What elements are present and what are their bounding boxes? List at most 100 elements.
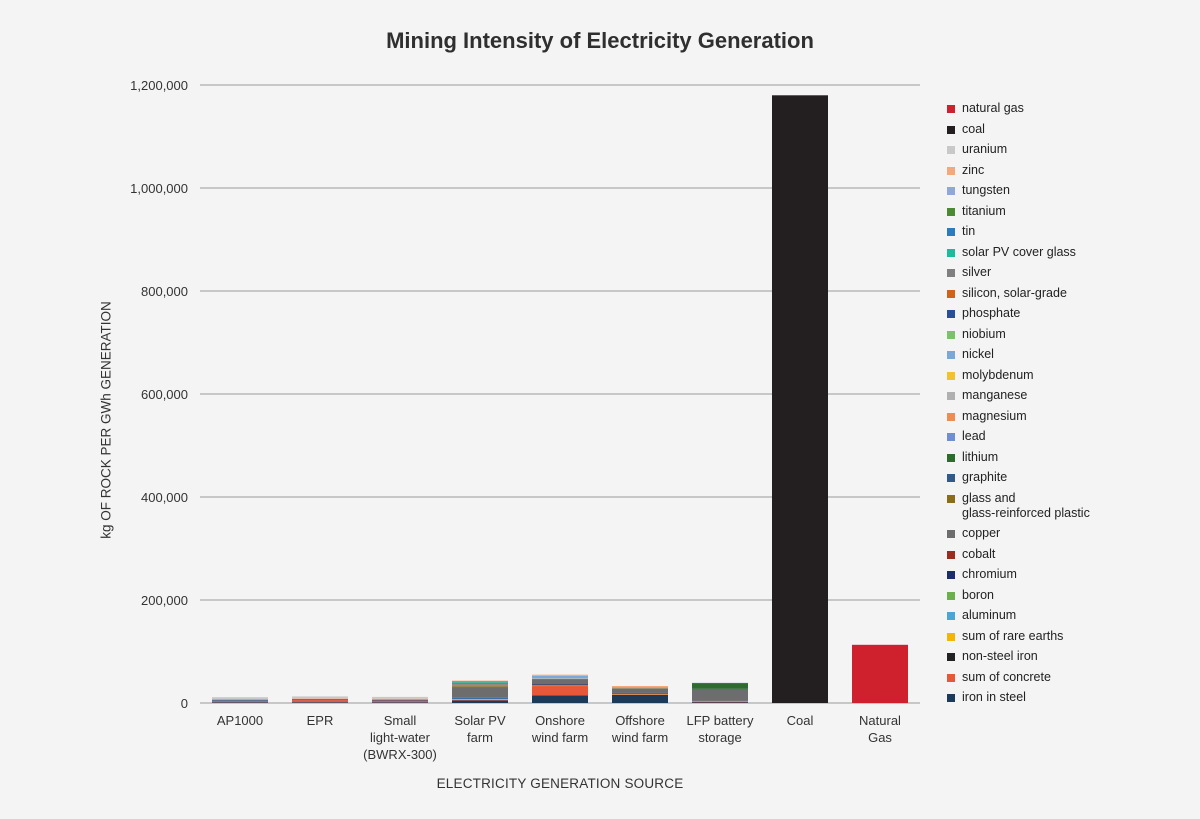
bar-segment: [372, 700, 428, 703]
legend-item: phosphate: [945, 306, 1195, 321]
legend-swatch: [947, 494, 955, 503]
legend-label: cobalt: [962, 546, 996, 561]
bar-segment: [452, 681, 508, 682]
legend-swatch: [947, 289, 955, 298]
legend-item: tin: [945, 224, 1195, 239]
legend-swatch: [947, 207, 955, 216]
bar-segment: [452, 685, 508, 687]
bar-segment: [452, 686, 508, 688]
x-tick-label: Onshore: [535, 713, 585, 728]
legend-label: coal: [962, 121, 985, 136]
legend-swatch: [947, 330, 955, 339]
bar-segment: [452, 700, 508, 703]
bar-segment: [692, 700, 748, 702]
y-tick-label: 600,000: [141, 387, 188, 402]
legend-swatch: [947, 433, 955, 441]
bar-segment: [452, 699, 508, 701]
legend-item: coal: [945, 122, 1195, 137]
legend-item: iron in steel: [945, 690, 1195, 705]
bar-segment: [612, 687, 668, 689]
legend-item: lithium: [945, 450, 1195, 465]
legend-item: titanium: [945, 204, 1195, 219]
bar-segment: [612, 688, 668, 693]
y-tick-label: 200,000: [141, 593, 188, 608]
legend-label: molybdenum: [962, 367, 1034, 382]
x-tick-label: Solar PV: [454, 713, 506, 728]
bar-segment: [692, 688, 748, 690]
bar-segment: [452, 684, 508, 686]
x-tick-label: light-water: [370, 730, 431, 745]
bar-segment: [292, 698, 348, 699]
x-axis-label: ELECTRICITY GENERATION SOURCE: [436, 776, 684, 791]
bar-segment: [612, 692, 668, 694]
bar-segment: [292, 702, 348, 703]
legend-item: niobium: [945, 327, 1195, 342]
legend-swatch: [947, 591, 955, 600]
bar-segment: [212, 699, 268, 701]
chart-title: Mining Intensity of Electricity Generati…: [386, 28, 814, 53]
legend-swatch: [947, 351, 955, 359]
legend-item: chromium: [945, 567, 1195, 582]
legend-swatch: [947, 187, 955, 195]
y-tick-label: 800,000: [141, 284, 188, 299]
legend-item: nickel: [945, 347, 1195, 362]
legend-label: silver: [962, 265, 992, 279]
bar-segment: [852, 644, 908, 703]
legend-item: aluminum: [945, 608, 1195, 623]
bar-segment: [292, 696, 348, 699]
y-tick-label: 1,200,000: [130, 78, 188, 93]
legend-item: natural gas: [945, 101, 1195, 116]
y-tick-label: 0: [181, 696, 188, 711]
y-tick-label: 400,000: [141, 490, 188, 505]
legend-label: uranium: [962, 142, 1008, 156]
legend-swatch: [947, 228, 955, 236]
legend: natural gas coal uranium zinc tungsten titani…: [945, 101, 1195, 711]
bar-segment: [452, 697, 508, 699]
legend-item: solar PV cover glass: [945, 245, 1195, 260]
bar-segment: [292, 699, 348, 703]
legend-label: niobium: [962, 326, 1006, 341]
bar-segment: [612, 687, 668, 688]
legend-label: solar PV cover glass: [962, 244, 1076, 259]
x-tick-label: storage: [698, 730, 741, 745]
bar-segment: [692, 701, 748, 703]
legend-swatch: [947, 248, 955, 257]
legend-label: silicon, solar-grade: [962, 285, 1067, 300]
legend-swatch: [947, 146, 955, 154]
bar-segment: [692, 683, 748, 689]
legend-swatch: [947, 474, 955, 482]
legend-swatch: [947, 571, 955, 579]
legend-label: lead: [962, 429, 986, 443]
x-tick-label: Small: [384, 713, 417, 728]
legend-swatch: [947, 694, 955, 702]
legend-label: lithium: [962, 449, 999, 464]
legend-swatch: [947, 653, 955, 661]
legend-label: manganese: [962, 388, 1028, 402]
legend-item: copper: [945, 526, 1195, 541]
bar-segment: [452, 680, 508, 682]
legend-item: magnesium: [945, 409, 1195, 424]
x-tick-label: EPR: [307, 713, 334, 728]
bar-segment: [692, 689, 748, 701]
bar-segment: [692, 682, 748, 684]
bar-segment: [292, 698, 348, 700]
legend-swatch: [947, 412, 955, 421]
x-tick-label: LFP battery: [687, 713, 754, 728]
bar-segment: [372, 696, 428, 699]
legend-item: sum of rare earths: [945, 629, 1195, 644]
x-tick-label: Offshore: [615, 713, 665, 728]
bar-segment: [372, 698, 428, 700]
x-tick-label: Coal: [787, 713, 814, 728]
legend-swatch: [947, 673, 955, 682]
bar-segment: [532, 678, 588, 679]
bar-segment: [212, 702, 268, 703]
bar-segment: [532, 686, 588, 696]
legend-item: sum of concrete: [945, 670, 1195, 685]
legend-swatch: [947, 453, 955, 462]
legend-item: uranium: [945, 142, 1195, 157]
bar-segment: [452, 682, 508, 685]
legend-swatch: [947, 612, 955, 620]
legend-label: magnesium: [962, 408, 1027, 423]
legend-item: zinc: [945, 163, 1195, 178]
legend-item: boron: [945, 588, 1195, 603]
